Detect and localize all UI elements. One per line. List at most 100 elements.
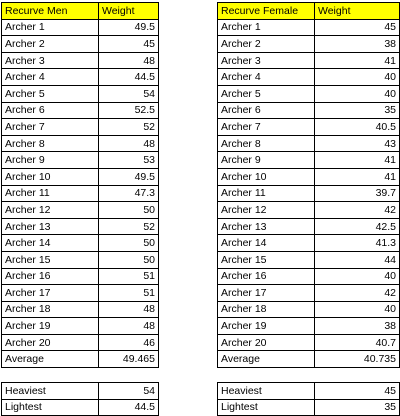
archer-name-cell[interactable]: Archer 16 xyxy=(217,267,315,286)
archer-weight-cell[interactable]: 52 xyxy=(98,118,159,136)
archer-name-cell[interactable]: Archer 11 xyxy=(217,184,315,203)
archer-name-cell[interactable]: Archer 14 xyxy=(217,234,315,252)
men-lightest-label[interactable]: Lightest xyxy=(1,398,99,416)
archer-name-cell[interactable]: Archer 4 xyxy=(217,68,315,86)
archer-name-cell[interactable]: Archer 10 xyxy=(217,167,315,186)
female-header-weight[interactable]: Weight xyxy=(314,2,400,20)
archer-weight-cell[interactable]: 39.7 xyxy=(314,184,400,203)
archer-name-cell[interactable]: Archer 12 xyxy=(217,201,315,219)
archer-name-cell[interactable]: Archer 3 xyxy=(1,51,99,70)
archer-name-cell[interactable]: Archer 13 xyxy=(1,217,99,236)
female-average-value[interactable]: 40.735 xyxy=(314,350,400,369)
female-heaviest-row: Heaviest 45 xyxy=(217,382,400,400)
archer-name-cell[interactable]: Archer 20 xyxy=(217,333,315,352)
archer-weight-cell[interactable]: 50 xyxy=(98,201,159,219)
archer-name-cell[interactable]: Archer 3 xyxy=(217,51,315,70)
men-heaviest-value[interactable]: 54 xyxy=(98,382,159,400)
archer-name-cell[interactable]: Archer 15 xyxy=(217,250,315,269)
archer-weight-cell[interactable]: 40 xyxy=(314,84,400,103)
archer-weight-cell[interactable]: 51 xyxy=(98,267,159,286)
female-header-name[interactable]: Recurve Female xyxy=(217,2,315,20)
female-lightest-label[interactable]: Lightest xyxy=(217,398,315,416)
men-average-value[interactable]: 49.465 xyxy=(98,350,159,369)
archer-weight-cell[interactable]: 48 xyxy=(98,134,159,153)
archer-weight-cell[interactable]: 41 xyxy=(314,51,400,70)
archer-weight-cell[interactable]: 40.5 xyxy=(314,118,400,136)
archer-name-cell[interactable]: Archer 9 xyxy=(1,151,99,169)
archer-weight-cell[interactable]: 49.5 xyxy=(98,18,159,37)
archer-weight-cell[interactable]: 46 xyxy=(98,333,159,352)
archer-weight-cell[interactable]: 41.3 xyxy=(314,234,400,252)
archer-name-cell[interactable]: Archer 5 xyxy=(217,84,315,103)
archer-weight-cell[interactable]: 44.5 xyxy=(98,68,159,86)
archer-name-cell[interactable]: Archer 19 xyxy=(1,317,99,335)
archer-weight-cell[interactable]: 54 xyxy=(98,84,159,103)
archer-weight-cell[interactable]: 53 xyxy=(98,151,159,169)
table-row: Archer 20 40.7 xyxy=(217,333,400,352)
archer-weight-cell[interactable]: 52.5 xyxy=(98,101,159,120)
archer-weight-cell[interactable]: 45 xyxy=(98,35,159,53)
archer-name-cell[interactable]: Archer 10 xyxy=(1,167,99,186)
men-heaviest-label[interactable]: Heaviest xyxy=(1,382,99,400)
archer-name-cell[interactable]: Archer 18 xyxy=(1,300,99,319)
archer-name-cell[interactable]: Archer 2 xyxy=(217,35,315,53)
archer-weight-cell[interactable]: 48 xyxy=(98,300,159,319)
archer-weight-cell[interactable]: 42 xyxy=(314,284,400,302)
archer-name-cell[interactable]: Archer 6 xyxy=(217,101,315,120)
archer-weight-cell[interactable]: 38 xyxy=(314,317,400,335)
archer-name-cell[interactable]: Archer 20 xyxy=(1,333,99,352)
archer-name-cell[interactable]: Archer 2 xyxy=(1,35,99,53)
archer-name-cell[interactable]: Archer 9 xyxy=(217,151,315,169)
archer-weight-cell[interactable]: 40 xyxy=(314,267,400,286)
archer-name-cell[interactable]: Archer 15 xyxy=(1,250,99,269)
archer-weight-cell[interactable]: 41 xyxy=(314,167,400,186)
archer-name-cell[interactable]: Archer 4 xyxy=(1,68,99,86)
archer-name-cell[interactable]: Archer 6 xyxy=(1,101,99,120)
men-header-weight[interactable]: Weight xyxy=(98,2,159,20)
archer-name-cell[interactable]: Archer 7 xyxy=(1,118,99,136)
archer-name-cell[interactable]: Archer 14 xyxy=(1,234,99,252)
archer-name-cell[interactable]: Archer 16 xyxy=(1,267,99,286)
archer-weight-cell[interactable]: 40 xyxy=(314,300,400,319)
archer-weight-cell[interactable]: 42 xyxy=(314,201,400,219)
archer-name-cell[interactable]: Archer 13 xyxy=(217,217,315,236)
archer-weight-cell[interactable]: 48 xyxy=(98,317,159,335)
female-average-row: Average 40.735 xyxy=(217,350,400,369)
archer-weight-cell[interactable]: 40 xyxy=(314,68,400,86)
archer-weight-cell[interactable]: 52 xyxy=(98,217,159,236)
female-average-label[interactable]: Average xyxy=(217,350,315,369)
archer-name-cell[interactable]: Archer 12 xyxy=(1,201,99,219)
archer-name-cell[interactable]: Archer 1 xyxy=(217,18,315,37)
men-header-name[interactable]: Recurve Men xyxy=(1,2,99,20)
female-heaviest-value[interactable]: 45 xyxy=(314,382,400,400)
archer-name-cell[interactable]: Archer 8 xyxy=(217,134,315,153)
archer-weight-cell[interactable]: 49.5 xyxy=(98,167,159,186)
archer-weight-cell[interactable]: 42.5 xyxy=(314,217,400,236)
archer-weight-cell[interactable]: 40.7 xyxy=(314,333,400,352)
archer-name-cell[interactable]: Archer 17 xyxy=(1,284,99,302)
archer-name-cell[interactable]: Archer 18 xyxy=(217,300,315,319)
archer-name-cell[interactable]: Archer 5 xyxy=(1,84,99,103)
archer-weight-cell[interactable]: 50 xyxy=(98,250,159,269)
archer-name-cell[interactable]: Archer 19 xyxy=(217,317,315,335)
archer-weight-cell[interactable]: 50 xyxy=(98,234,159,252)
female-lightest-value[interactable]: 35 xyxy=(314,398,400,416)
archer-name-cell[interactable]: Archer 17 xyxy=(217,284,315,302)
archer-weight-cell[interactable]: 43 xyxy=(314,134,400,153)
archer-name-cell[interactable]: Archer 8 xyxy=(1,134,99,153)
archer-name-cell[interactable]: Archer 11 xyxy=(1,184,99,203)
female-heaviest-label[interactable]: Heaviest xyxy=(217,382,315,400)
men-average-label[interactable]: Average xyxy=(1,350,99,369)
archer-weight-cell[interactable]: 47.3 xyxy=(98,184,159,203)
archer-weight-cell[interactable]: 48 xyxy=(98,51,159,70)
archer-weight-cell[interactable]: 51 xyxy=(98,284,159,302)
archer-name-cell[interactable]: Archer 7 xyxy=(217,118,315,136)
archer-weight-cell[interactable]: 35 xyxy=(314,101,400,120)
men-lightest-value[interactable]: 44.5 xyxy=(98,398,159,416)
archer-weight-cell[interactable]: 41 xyxy=(314,151,400,169)
archer-weight-cell[interactable]: 38 xyxy=(314,35,400,53)
archer-weight-cell[interactable]: 45 xyxy=(314,18,400,37)
archer-weight-cell[interactable]: 44 xyxy=(314,250,400,269)
archer-name-cell[interactable]: Archer 1 xyxy=(1,18,99,37)
